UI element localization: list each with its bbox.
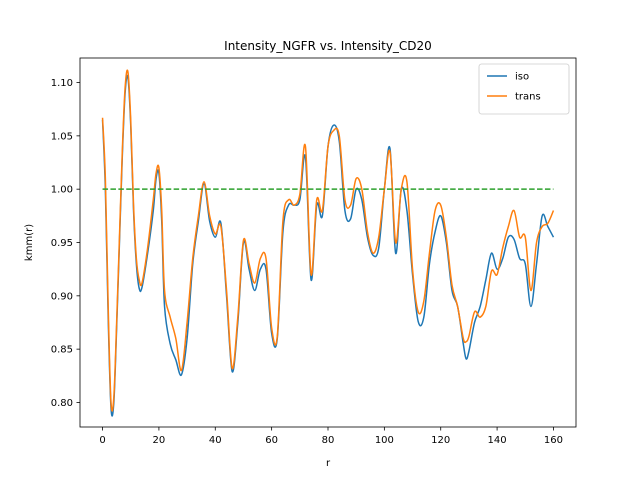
x-tick-label: 120 bbox=[431, 435, 450, 446]
x-tick-label: 60 bbox=[265, 435, 278, 446]
y-tick-label: 0.90 bbox=[51, 291, 73, 302]
y-tick-label: 0.85 bbox=[51, 345, 73, 356]
y-axis: 0.80 0.85 0.90 0.95 1.00 1.05 1.10 bbox=[51, 78, 80, 409]
x-tick-label: 80 bbox=[322, 435, 335, 446]
y-tick-label: 0.80 bbox=[51, 398, 73, 409]
x-tick-label: 0 bbox=[99, 435, 105, 446]
x-axis: 0 20 40 60 80 100 120 140 160 bbox=[99, 427, 563, 446]
iso-legend-label: iso bbox=[515, 72, 529, 83]
x-tick-label: 140 bbox=[488, 435, 507, 446]
legend: iso trans bbox=[478, 63, 570, 115]
trans-legend-label: trans bbox=[515, 92, 541, 103]
chart-title: Intensity_NGFR vs. Intensity_CD20 bbox=[224, 39, 432, 53]
y-tick-label: 1.05 bbox=[51, 131, 73, 142]
trans-series-line bbox=[101, 69, 555, 412]
x-tick-label: 160 bbox=[544, 435, 563, 446]
x-tick-label: 40 bbox=[209, 435, 222, 446]
y-tick-label: 1.10 bbox=[51, 78, 73, 89]
y-axis-label: kmm(r) bbox=[24, 224, 35, 261]
x-axis-label: r bbox=[326, 458, 331, 469]
x-tick-label: 20 bbox=[153, 435, 166, 446]
x-tick-label: 100 bbox=[375, 435, 394, 446]
y-tick-label: 1.00 bbox=[51, 185, 73, 196]
y-tick-label: 0.95 bbox=[51, 238, 73, 249]
